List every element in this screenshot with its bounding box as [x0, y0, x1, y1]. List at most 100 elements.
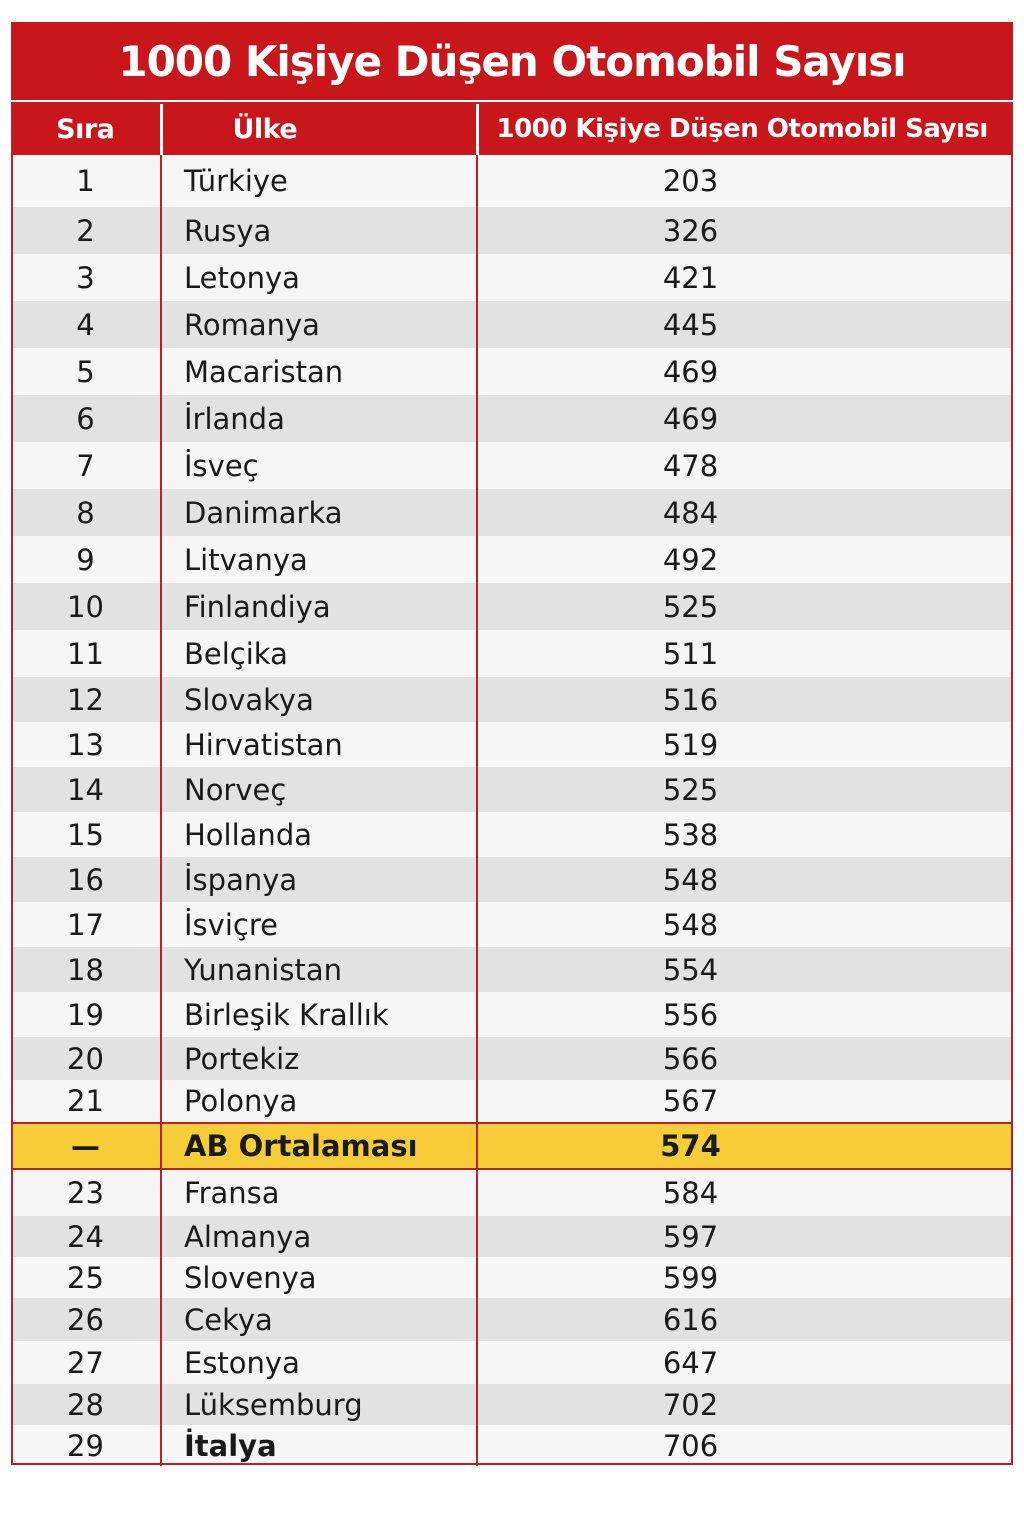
value-cell: 516 — [662, 682, 719, 717]
country-cell: Türkiye — [161, 155, 478, 207]
value-cell: 597 — [662, 1219, 719, 1254]
table-row: 2 Rusya 326 — [11, 207, 1013, 254]
rank-cell: 9 — [11, 536, 162, 583]
country-cell: Polonya — [161, 1080, 478, 1123]
value-cell: 519 — [662, 727, 719, 762]
rank-cell: 3 — [11, 254, 162, 301]
value-cell: 706 — [662, 1428, 719, 1463]
page-title: 1000 Kişiye Düşen Otomobil Sayısı — [11, 22, 1013, 103]
value-cell: 554 — [662, 952, 719, 987]
country-cell: Macaristan — [161, 348, 478, 395]
country-cell: Lüksemburg — [161, 1384, 478, 1425]
table-row: 13 Hirvatistan 519 — [11, 722, 1013, 767]
rank-cell: 20 — [11, 1037, 162, 1080]
rank-cell: 16 — [11, 857, 162, 902]
value-cell: 567 — [662, 1084, 719, 1118]
country-cell: Danimarka — [161, 489, 478, 536]
country-cell: Portekiz — [161, 1037, 478, 1080]
country-cell: İsviçre — [161, 902, 478, 947]
rank-cell: 19 — [11, 992, 162, 1037]
rank-cell: 23 — [11, 1169, 162, 1216]
country-cell: Romanya — [161, 301, 478, 348]
column-header-cars-per-1000: 1000 Kişiye Düşen Otomobil Sayısı — [477, 103, 1013, 155]
rank-cell: 6 — [11, 395, 162, 442]
rank-cell: 25 — [11, 1257, 162, 1298]
table-row: 28 Lüksemburg 702 — [11, 1384, 1013, 1425]
table-row: 12 Slovakya 516 — [11, 677, 1013, 722]
table-row: 23 Fransa 584 — [11, 1169, 1013, 1216]
rank-cell: 14 — [11, 767, 162, 812]
rank-cell: 28 — [11, 1384, 162, 1425]
value-cell: 574 — [477, 1122, 1013, 1170]
table-header-row: Sıra Ülke 1000 Kişiye Düşen Otomobil Say… — [11, 103, 1013, 155]
rank-cell: 4 — [11, 301, 162, 348]
value-cell: 647 — [662, 1345, 719, 1380]
table-row: 16 İspanya 548 — [11, 857, 1013, 902]
rank-cell: 8 — [11, 489, 162, 536]
country-cell: Finlandiya — [161, 583, 478, 630]
country-cell: Almanya — [161, 1216, 478, 1257]
value-cell: 203 — [662, 164, 719, 198]
rank-cell: 18 — [11, 947, 162, 992]
country-cell: Hirvatistan — [161, 722, 478, 767]
value-cell: 478 — [662, 448, 719, 483]
country-cell: Litvanya — [161, 536, 478, 583]
table-row: 3 Letonya 421 — [11, 254, 1013, 301]
table-row: 19 Birleşik Krallık 556 — [11, 992, 1013, 1037]
table-body: 1 Türkiye 203 2 Rusya 326 3 Letonya 421 4 Romanya 4… — [11, 155, 1013, 1466]
table-row: 25 Slovenya 599 — [11, 1257, 1013, 1298]
value-cell: 421 — [662, 260, 719, 295]
table-row: 6 İrlanda 469 — [11, 395, 1013, 442]
table-row: 14 Norveç 525 — [11, 767, 1013, 812]
country-cell: Yunanistan — [161, 947, 478, 992]
table-row: 4 Romanya 445 — [11, 301, 1013, 348]
rank-cell: 1 — [11, 155, 162, 207]
rank-cell: 13 — [11, 722, 162, 767]
table-row: 26 Cekya 616 — [11, 1298, 1013, 1341]
value-cell: 616 — [662, 1302, 719, 1337]
value-cell: 548 — [662, 907, 719, 942]
value-cell: 484 — [662, 495, 719, 530]
table-row: 24 Almanya 597 — [11, 1216, 1013, 1257]
country-cell: Birleşik Krallık — [161, 992, 478, 1037]
table-row: 9 Litvanya 492 — [11, 536, 1013, 583]
value-cell: 469 — [662, 401, 719, 436]
rank-cell: 24 — [11, 1216, 162, 1257]
column-header-country: Ülke — [161, 103, 479, 155]
country-cell: Rusya — [161, 207, 478, 254]
table-row: 27 Estonya 647 — [11, 1341, 1013, 1384]
table-row: — AB Ortalaması 574 — [11, 1122, 1013, 1170]
rank-cell: 29 — [11, 1425, 162, 1466]
value-cell: 525 — [662, 772, 719, 807]
table-row: 15 Hollanda 538 — [11, 812, 1013, 857]
country-cell: İrlanda — [161, 395, 478, 442]
value-cell: 445 — [662, 307, 719, 342]
table-row: 11 Belçika 511 — [11, 630, 1013, 677]
rank-cell: 10 — [11, 583, 162, 630]
rank-cell: 12 — [11, 677, 162, 722]
value-cell: 511 — [662, 636, 719, 671]
table-row: 20 Portekiz 566 — [11, 1037, 1013, 1080]
rank-cell: 17 — [11, 902, 162, 947]
value-cell: 702 — [662, 1387, 719, 1422]
rank-cell: 11 — [11, 630, 162, 677]
country-cell: Letonya — [161, 254, 478, 301]
table-row: 17 İsviçre 548 — [11, 902, 1013, 947]
country-cell: Belçika — [161, 630, 478, 677]
table-row: 21 Polonya 567 — [11, 1080, 1013, 1123]
value-cell: 556 — [662, 997, 719, 1032]
rank-cell: 27 — [11, 1341, 162, 1384]
country-cell: İtalya — [161, 1425, 478, 1466]
country-cell: Hollanda — [161, 812, 478, 857]
rank-cell: 7 — [11, 442, 162, 489]
rank-cell: 26 — [11, 1298, 162, 1341]
value-cell: 525 — [662, 589, 719, 624]
table-row: 18 Yunanistan 554 — [11, 947, 1013, 992]
rank-cell: 15 — [11, 812, 162, 857]
data-table: Sıra Ülke 1000 Kişiye Düşen Otomobil Say… — [11, 103, 1013, 1466]
rank-cell: — — [11, 1122, 162, 1170]
country-cell: Norveç — [161, 767, 478, 812]
country-cell: Slovenya — [161, 1257, 478, 1298]
country-cell: İspanya — [161, 857, 478, 902]
country-cell: AB Ortalaması — [161, 1122, 478, 1170]
